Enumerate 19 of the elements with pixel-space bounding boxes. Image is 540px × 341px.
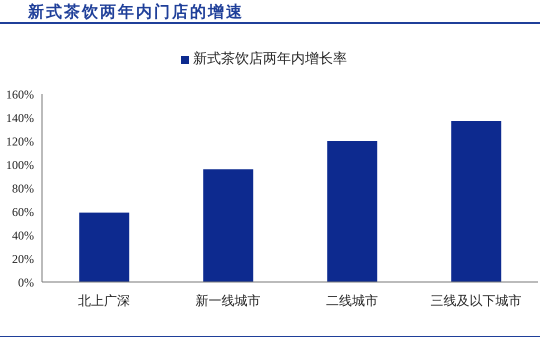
- y-tick-label: 80%: [12, 181, 34, 196]
- bar: [79, 212, 130, 282]
- y-tick-label: 120%: [6, 134, 34, 148]
- x-tick-label: 新一线城市: [196, 293, 260, 308]
- bar: [203, 169, 254, 282]
- x-tick-label: 二线城市: [326, 293, 378, 308]
- y-tick-label: 40%: [12, 228, 34, 242]
- bar: [327, 141, 378, 282]
- y-tick-label: 60%: [12, 204, 34, 219]
- x-tick-label: 三线及以下城市: [430, 293, 522, 308]
- chart-title: 新式茶饮两年内门店的增速: [28, 2, 244, 23]
- y-tick-label: 20%: [12, 252, 34, 266]
- y-tick-label: 0%: [18, 275, 34, 290]
- bar: [451, 121, 502, 282]
- x-tick-label: 北上广深: [78, 293, 130, 308]
- y-tick-label: 100%: [6, 158, 34, 172]
- y-tick-label: 140%: [6, 110, 34, 125]
- y-tick-label: 160%: [6, 87, 34, 102]
- legend-label: 新式茶饮店两年内增长率: [193, 52, 347, 67]
